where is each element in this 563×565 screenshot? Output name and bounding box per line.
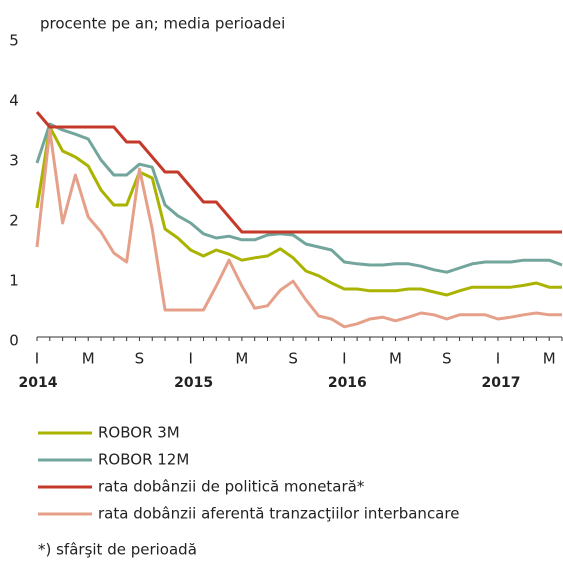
x-tick-label: M (543, 350, 556, 368)
year-label: 2015 (174, 375, 213, 391)
x-tick-label: M (389, 350, 402, 368)
legend-label: rata dobânzii aferentă tranzacţiilor int… (98, 505, 459, 523)
x-tick-label: S (288, 350, 298, 368)
x-tick-label: I (35, 350, 39, 368)
x-tick-label: I (342, 350, 346, 368)
series-line (35, 111, 562, 234)
x-tick-label: I (496, 350, 500, 368)
y-tick-label: 2 (9, 212, 19, 230)
x-tick-label: I (188, 350, 192, 368)
y-tick-label: 4 (9, 92, 19, 110)
y-tick-label: 0 (9, 332, 19, 350)
series-line (35, 122, 563, 274)
year-label: 2014 (19, 375, 58, 391)
year-label: 2016 (328, 375, 367, 391)
year-label: 2017 (481, 375, 520, 391)
x-tick-label: M (82, 350, 95, 368)
x-tick-label: S (135, 350, 145, 368)
series-line (35, 128, 562, 329)
legend-label: ROBOR 3M (98, 424, 180, 442)
series-line (35, 125, 562, 297)
x-tick-label: S (442, 350, 452, 368)
legend-label: ROBOR 12M (98, 451, 189, 469)
x-tick-label: M (235, 350, 248, 368)
legend-label: rata dobânzii de politică monetară* (98, 478, 365, 496)
y-tick-label: 5 (9, 32, 19, 50)
chart-subtitle: procente pe an; media perioadei (40, 15, 285, 33)
y-tick-label: 1 (9, 272, 19, 290)
footnote: *) sfârşit de perioadă (38, 541, 197, 559)
y-tick-label: 3 (9, 152, 19, 170)
